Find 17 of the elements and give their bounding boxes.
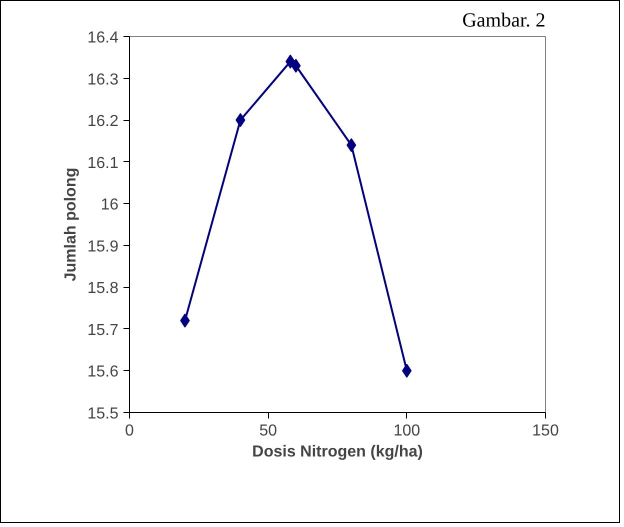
x-tick-label: 0 [125,422,134,440]
y-tick-label: 16.1 [87,154,119,172]
y-tick-label: 16 [100,196,119,214]
x-tick-label: 150 [532,422,559,440]
y-tick-label: 16.2 [87,113,119,130]
y-tick-label: 16.4 [87,30,119,46]
text: Gambar. 2 [462,10,546,32]
x-axis-title: Dosis Nitrogen (kg/ha) [252,444,423,460]
x-tick-label: 50 [259,422,278,440]
y-tick-label: 15.7 [87,322,119,339]
x-tick-label: 100 [393,422,420,440]
y-tick-label: 16.3 [87,71,119,88]
y-tick-label: 15.6 [87,364,119,381]
y-axis-title: Jumlah polong [62,168,80,282]
y-tick-label: 15.8 [87,280,119,298]
y-tick-label: 15.5 [87,406,119,422]
y-tick-label: 15.9 [87,238,119,256]
